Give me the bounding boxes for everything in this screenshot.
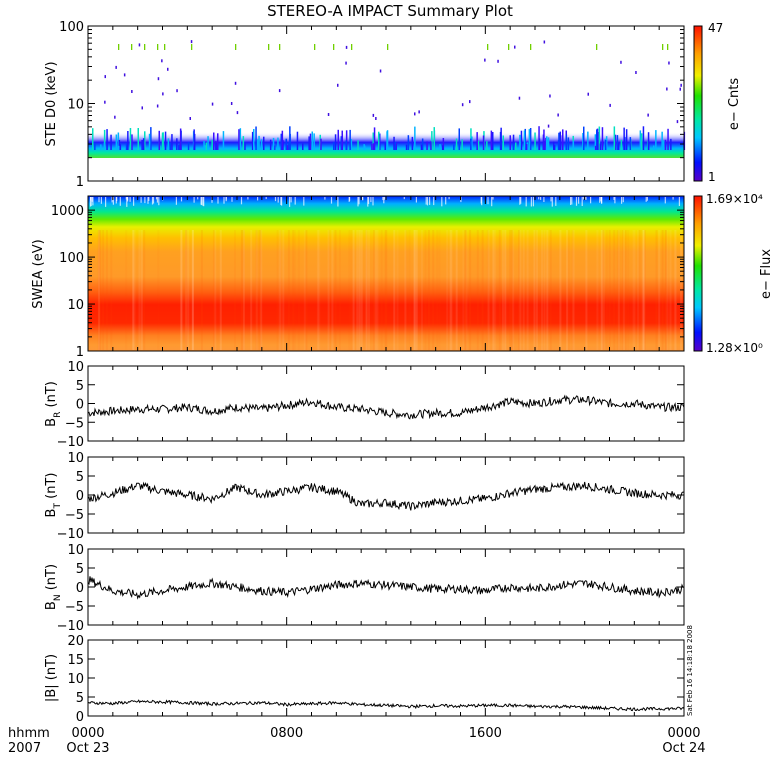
ste-colorbar-label: e− Cnts	[727, 78, 742, 130]
bt-series-line	[87, 481, 685, 511]
bn-tick-label: 10	[67, 543, 84, 558]
bmag-tick-label: 15	[67, 653, 84, 668]
ste-spectrogram	[88, 40, 686, 158]
br-tick-label: 5	[76, 379, 84, 394]
swea-colorbar-label: e− Flux	[759, 249, 774, 299]
ste-tick-label: 1	[76, 175, 84, 190]
swea-ylabel: SWEA (eV)	[31, 239, 46, 308]
bmag-series-line	[87, 699, 685, 712]
bt-frame	[87, 456, 685, 534]
bn-y-axis: 10 5 0 −5 −10	[57, 543, 684, 634]
time-axis-label-year: 2007	[8, 741, 41, 756]
bmag-tick-label: 20	[67, 634, 84, 649]
bn-tick-label: 0	[76, 581, 84, 596]
ste-colorbar	[693, 25, 703, 182]
plot-title: STEREO-A IMPACT Summary Plot	[267, 2, 513, 20]
br-tick-label: 10	[67, 360, 84, 375]
bmag-tick-label: 5	[76, 691, 84, 706]
br-y-axis: 10 5 0 −5 −10	[57, 360, 684, 450]
bt-panel: 10 5 0 −5 −10 BT (nT)	[44, 451, 685, 542]
bn-frame	[87, 548, 685, 626]
bt-tick-label: −10	[57, 527, 84, 542]
bt-tick-label: 10	[67, 451, 84, 466]
bn-panel: 10 5 0 −5 −10 BN (nT)	[44, 543, 685, 634]
bt-y-axis: 10 5 0 −5 −10	[57, 451, 684, 542]
time-tick-label: 0800	[270, 726, 303, 741]
swea-texture	[89, 197, 683, 350]
bmag-tick-label: 0	[76, 710, 84, 725]
bt-tick-label: −5	[65, 508, 84, 523]
br-series-line	[87, 394, 685, 420]
ste-y-axis: 1 10 100	[59, 20, 684, 190]
time-tick-label: 0000	[71, 726, 104, 741]
bn-ylabel: BN (nT)	[44, 564, 63, 610]
swea-tick-label: 1000	[51, 204, 84, 219]
side-timestamp: Sat Feb 16 14:18:18 2008	[686, 625, 694, 716]
time-tick-date: Oct 24	[662, 741, 705, 756]
br-tick-label: −10	[57, 435, 84, 450]
ste-ylabel: STE D0 (keV)	[44, 61, 59, 146]
swea-colorbar	[693, 195, 703, 352]
br-tick-label: −5	[65, 416, 84, 431]
bmag-ylabel: |B| (nT)	[44, 654, 59, 702]
bmag-tick-label: 10	[67, 672, 84, 687]
bt-ylabel: BT (nT)	[44, 473, 63, 518]
br-ylabel: BR (nT)	[44, 381, 63, 427]
time-tick-label: 0000	[667, 726, 700, 741]
bn-tick-label: −10	[57, 619, 84, 634]
swea-panel: 1 10 100 1000 SWEA (eV) 1.69×10⁴ 1.28×10⁰ e…	[31, 192, 774, 360]
swea-colorbar-min: 1.28×10⁰	[706, 341, 763, 355]
ste-panel: 1 10 100 STE D0 (keV) 47 1 e− Cnts	[44, 20, 742, 190]
swea-tick-label: 10	[67, 298, 84, 313]
bt-tick-label: 5	[76, 470, 84, 485]
bmag-y-axis: 20 15 10 5 0	[67, 634, 684, 725]
br-frame	[87, 365, 685, 442]
ste-tick-label: 10	[67, 98, 84, 113]
time-tick-label: 1600	[469, 726, 502, 741]
time-tick-date: Oct 23	[66, 741, 109, 756]
swea-spectrogram	[88, 196, 684, 351]
bt-tick-label: 0	[76, 489, 84, 504]
time-axis-label-hhmm: hhmm	[8, 726, 50, 741]
ste-colorbar-max: 47	[708, 21, 723, 35]
swea-tick-label: 1	[76, 345, 84, 360]
bmag-panel: 20 15 10 5 0 |B| (nT) Sat Feb 16 14:18:18 20…	[44, 625, 694, 725]
bn-series-line	[87, 576, 684, 600]
ste-tick-label: 100	[59, 20, 84, 35]
swea-colorbar-max: 1.69×10⁴	[706, 192, 763, 206]
bn-tick-label: 5	[76, 562, 84, 577]
br-panel: 10 5 0 −5 −10 BR (nT)	[44, 360, 685, 450]
swea-y-axis: 1 10 100 1000	[51, 195, 684, 360]
ste-colorbar-min: 1	[708, 170, 716, 184]
swea-tick-label: 100	[59, 251, 84, 266]
br-tick-label: 0	[76, 398, 84, 413]
bn-tick-label: −5	[65, 600, 84, 615]
bmag-frame	[87, 639, 685, 717]
